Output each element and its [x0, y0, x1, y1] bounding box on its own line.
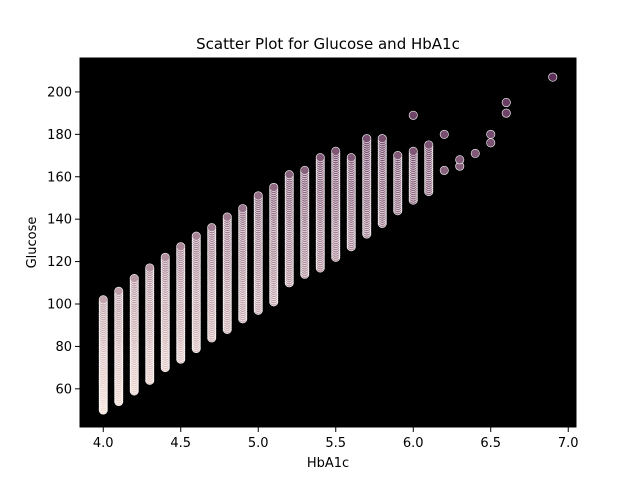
y-tick-label: 60: [55, 382, 72, 397]
data-point: [439, 129, 449, 139]
data-point: [269, 182, 279, 192]
data-point: [300, 165, 310, 175]
data-point: [486, 129, 496, 139]
data-point: [346, 153, 356, 163]
data-point: [253, 191, 263, 201]
data-point: [284, 170, 294, 180]
plot-area: [80, 58, 576, 427]
y-tick-label: 160: [47, 170, 72, 185]
data-point: [145, 263, 155, 273]
data-point: [222, 212, 232, 222]
data-point: [393, 151, 403, 161]
data-point: [424, 140, 434, 150]
data-point: [114, 286, 124, 296]
data-point: [207, 223, 217, 233]
data-point: [362, 134, 372, 144]
data-points: [98, 72, 558, 415]
x-tick-label: 7.0: [558, 436, 579, 451]
data-point: [98, 295, 108, 305]
data-point: [408, 110, 418, 120]
y-tick-label: 100: [47, 298, 72, 313]
data-point: [191, 231, 201, 241]
data-point: [315, 153, 325, 163]
x-tick-label: 4.0: [93, 436, 114, 451]
data-point: [548, 72, 558, 82]
y-axis-label: Glucose: [25, 217, 40, 269]
plot-frame: [79, 57, 577, 428]
y-tick-label: 200: [47, 85, 72, 100]
x-tick-label: 5.0: [248, 436, 269, 451]
y-axis: 60 80 100 120 140 160 180 200: [47, 85, 80, 397]
data-point: [501, 98, 511, 108]
data-point: [160, 252, 170, 262]
data-point: [486, 138, 496, 148]
data-point: [238, 204, 248, 214]
data-point: [408, 146, 418, 156]
data-point: [455, 155, 465, 165]
data-point: [470, 148, 480, 158]
y-tick-label: 80: [55, 340, 72, 355]
data-point: [439, 165, 449, 175]
y-tick-label: 140: [47, 213, 72, 228]
chart-title: Scatter Plot for Glucose and HbA1c: [196, 35, 460, 53]
y-tick-label: 180: [47, 128, 72, 143]
y-tick-label: 120: [47, 255, 72, 270]
x-axis: 4.0 4.5 5.0 5.5 6.0 6.5 7.0: [93, 427, 579, 451]
x-tick-label: 6.5: [480, 436, 501, 451]
data-point: [377, 134, 387, 144]
x-axis-label: HbA1c: [307, 456, 349, 471]
data-point: [176, 242, 186, 252]
x-tick-label: 4.5: [170, 436, 191, 451]
data-point: [331, 146, 341, 156]
data-point: [129, 274, 139, 284]
x-tick-label: 5.5: [325, 436, 346, 451]
x-tick-label: 6.0: [403, 436, 424, 451]
data-point: [501, 108, 511, 118]
